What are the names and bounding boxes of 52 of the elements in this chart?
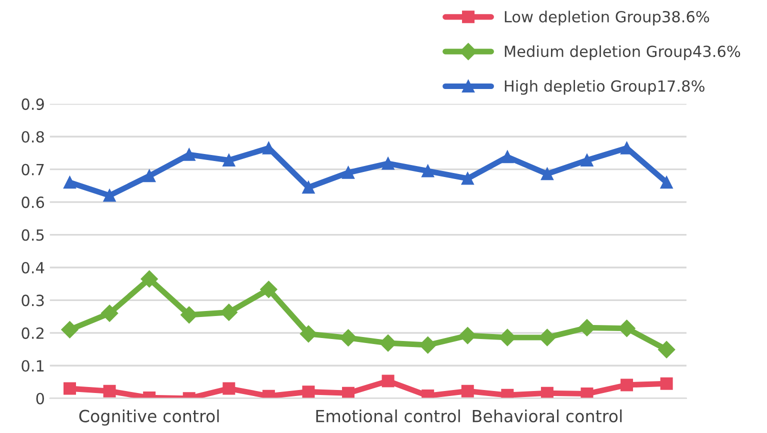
point [461,172,474,185]
y-tick-label: 0.2 [22,327,44,339]
point [222,382,236,395]
y-tick-label: 0.9 [22,98,44,110]
point [100,304,118,322]
y-tick-label: 0.6 [22,196,44,208]
point [540,168,554,180]
point [140,270,158,288]
x-tick-label: Behavioral control [472,409,622,422]
x-tick-label: Emotional control [316,409,460,422]
point [63,176,76,189]
point [302,181,315,194]
point [660,176,673,189]
point [63,382,76,395]
y-tick-label: 0.1 [22,360,44,372]
point [580,154,594,166]
point [103,189,116,202]
point [382,374,394,388]
point [103,384,116,398]
point [580,388,594,398]
point [300,325,318,342]
legend-label: Low depletion Group38.6% [504,10,710,26]
legend-label: High depletio Group17.8% [504,80,704,95]
x-tick-label: Cognitive control [79,409,219,426]
point [540,386,554,398]
y-tick-label: 0.5 [22,229,44,241]
point [180,306,198,324]
point [342,166,355,179]
point [419,336,436,354]
y-tick-label: 0.8 [22,131,44,143]
legend-label: Medium depletion Group43.6% [504,45,740,60]
point [658,341,676,358]
point [222,154,236,166]
point [342,386,355,398]
y-tick-label: 0.3 [22,294,44,306]
point [660,377,673,390]
point [422,164,434,178]
y-tick-label: 0 [36,392,44,404]
point [61,321,78,338]
point [340,329,357,346]
point [620,378,634,392]
point [459,326,476,344]
point [382,157,394,170]
y-tick-label: 0.4 [22,262,44,274]
point [461,384,474,398]
point [260,280,278,298]
point [143,170,156,182]
point [498,328,516,346]
point [182,148,196,161]
point [302,386,315,398]
point [501,150,514,164]
y-tick-label: 0.7 [22,164,44,176]
